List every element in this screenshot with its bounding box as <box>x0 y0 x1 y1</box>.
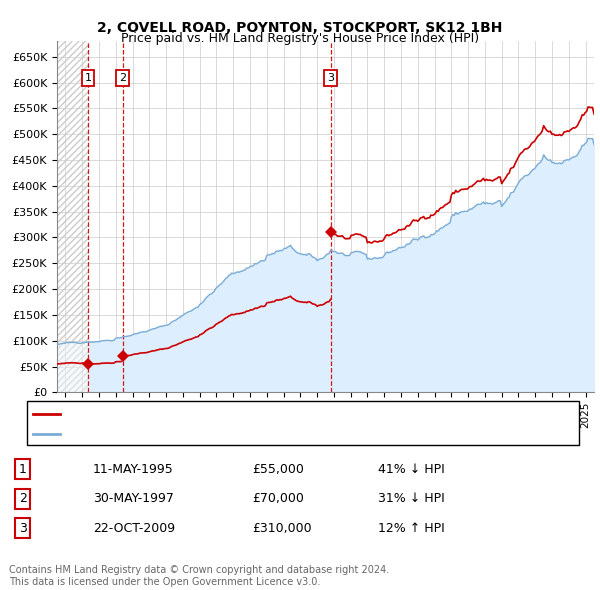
Text: 30-MAY-1997: 30-MAY-1997 <box>93 492 174 505</box>
Text: 11-MAY-1995: 11-MAY-1995 <box>93 463 174 476</box>
Text: 2: 2 <box>119 73 126 83</box>
Text: 3: 3 <box>19 522 27 535</box>
Text: £70,000: £70,000 <box>252 492 304 505</box>
Text: 1: 1 <box>19 463 27 476</box>
Text: £55,000: £55,000 <box>252 463 304 476</box>
Text: 2, COVELL ROAD, POYNTON, STOCKPORT, SK12 1BH (detached house): 2, COVELL ROAD, POYNTON, STOCKPORT, SK12… <box>66 409 458 418</box>
Text: 31% ↓ HPI: 31% ↓ HPI <box>378 492 445 505</box>
Text: Contains HM Land Registry data © Crown copyright and database right 2024.
This d: Contains HM Land Registry data © Crown c… <box>9 565 389 587</box>
Text: 22-OCT-2009: 22-OCT-2009 <box>93 522 175 535</box>
Text: HPI: Average price, detached house, Cheshire East: HPI: Average price, detached house, Ches… <box>66 430 349 440</box>
Text: £310,000: £310,000 <box>252 522 311 535</box>
Text: 2, COVELL ROAD, POYNTON, STOCKPORT, SK12 1BH: 2, COVELL ROAD, POYNTON, STOCKPORT, SK12… <box>97 21 503 35</box>
Text: 41% ↓ HPI: 41% ↓ HPI <box>378 463 445 476</box>
Text: 2: 2 <box>19 492 27 505</box>
Text: 1: 1 <box>85 73 92 83</box>
Text: Price paid vs. HM Land Registry's House Price Index (HPI): Price paid vs. HM Land Registry's House … <box>121 32 479 45</box>
Text: 12% ↑ HPI: 12% ↑ HPI <box>378 522 445 535</box>
Text: 3: 3 <box>327 73 334 83</box>
